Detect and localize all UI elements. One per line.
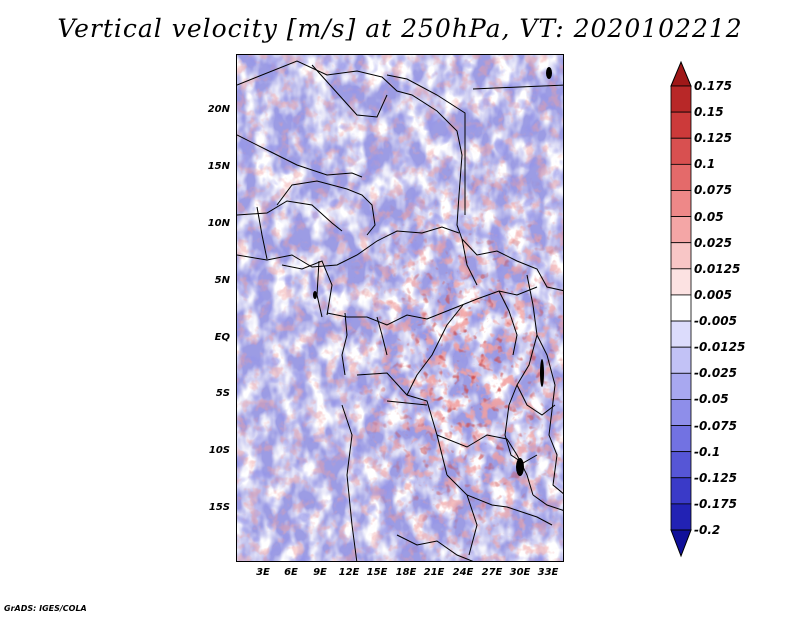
colorbar-segment: [670, 320, 692, 348]
lat-label-eq: EQ: [214, 332, 230, 343]
lat-label-15s: 15S: [208, 502, 230, 513]
colorbar-tick-label: 0.175: [694, 79, 732, 93]
lon-label-27e: 27E: [481, 567, 503, 578]
lon-label-18e: 18E: [395, 567, 417, 578]
lon-label-24e: 24E: [452, 567, 474, 578]
colorbar-tick-label: -0.1: [694, 444, 721, 459]
colorbar: [670, 60, 692, 558]
colorbar-segment: [670, 294, 692, 322]
colorbar-segment: [670, 190, 692, 217]
colorbar-tick-label: -0.075: [694, 418, 737, 433]
lat-label-5n: 5N: [214, 275, 230, 286]
lakes-and-coast: [313, 67, 552, 476]
colorbar-segment: [670, 111, 692, 139]
field-strong-updraft: [237, 55, 563, 561]
colorbar-tick-label: 0.025: [694, 235, 732, 250]
colorbar-top-arrow: [670, 60, 692, 87]
colorbar-segment: [670, 268, 692, 296]
lon-label-15e: 15E: [366, 567, 388, 578]
colorbar-tick-label: 0.005: [694, 287, 732, 302]
lat-label-15n: 15N: [207, 161, 230, 172]
colorbar-bottom-arrow: [670, 529, 692, 558]
colorbar-tick-label: -0.025: [694, 366, 737, 381]
colorbar-tick-label: -0.05: [694, 392, 729, 407]
colorbar-segment: [670, 425, 692, 453]
lon-label-21e: 21E: [423, 567, 445, 578]
lon-label-33e: 33E: [537, 567, 559, 578]
colorbar-tick-label: 0.05: [694, 209, 724, 224]
lon-label-30e: 30E: [509, 567, 531, 578]
colorbar-segment: [670, 451, 692, 479]
lon-label-9e: 9E: [313, 567, 327, 578]
colorbar-segment: [670, 346, 692, 374]
colorbar-tick-label: -0.005: [694, 314, 737, 329]
footer-credit: GrADS: IGES/COLA: [4, 604, 87, 613]
lat-label-20n: 20N: [207, 104, 230, 115]
colorbar-segment: [670, 85, 692, 113]
colorbar-tick-label: 0.0125: [694, 261, 741, 276]
lon-label-6e: 6E: [284, 567, 298, 578]
colorbar-tick-label: 0.15: [694, 105, 724, 120]
colorbar-tick-label: 0.1: [694, 157, 716, 172]
colorbar-tick-label: -0.2: [694, 523, 721, 537]
colorbar-segment: [670, 372, 692, 400]
map-title: Vertical velocity [m/s] at 250hPa, VT: 2…: [57, 14, 743, 43]
lon-label-3e: 3E: [256, 567, 270, 578]
map-canvas: [237, 55, 563, 561]
colorbar-tick-label: -0.0125: [694, 340, 746, 355]
colorbar-tick-label: -0.125: [694, 470, 737, 485]
colorbar-segment: [670, 477, 692, 505]
lon-label-12e: 12E: [338, 567, 360, 578]
colorbar-tick-label: 0.075: [694, 183, 732, 198]
vertical-velocity-map[interactable]: [236, 54, 564, 562]
lat-label-10s: 10S: [208, 445, 230, 456]
colorbar-segment: [670, 137, 692, 165]
colorbar-segment: [670, 503, 692, 531]
colorbar-segment: [670, 216, 692, 244]
colorbar-segment: [670, 399, 692, 426]
lat-label-5s: 5S: [215, 388, 230, 399]
colorbar-segment: [670, 163, 692, 191]
lat-label-10n: 10N: [207, 218, 230, 229]
colorbar-segment: [670, 242, 692, 270]
colorbar-tick-label: 0.125: [694, 131, 732, 146]
country-borders: [237, 60, 563, 561]
colorbar-tick-label: -0.175: [694, 496, 737, 511]
